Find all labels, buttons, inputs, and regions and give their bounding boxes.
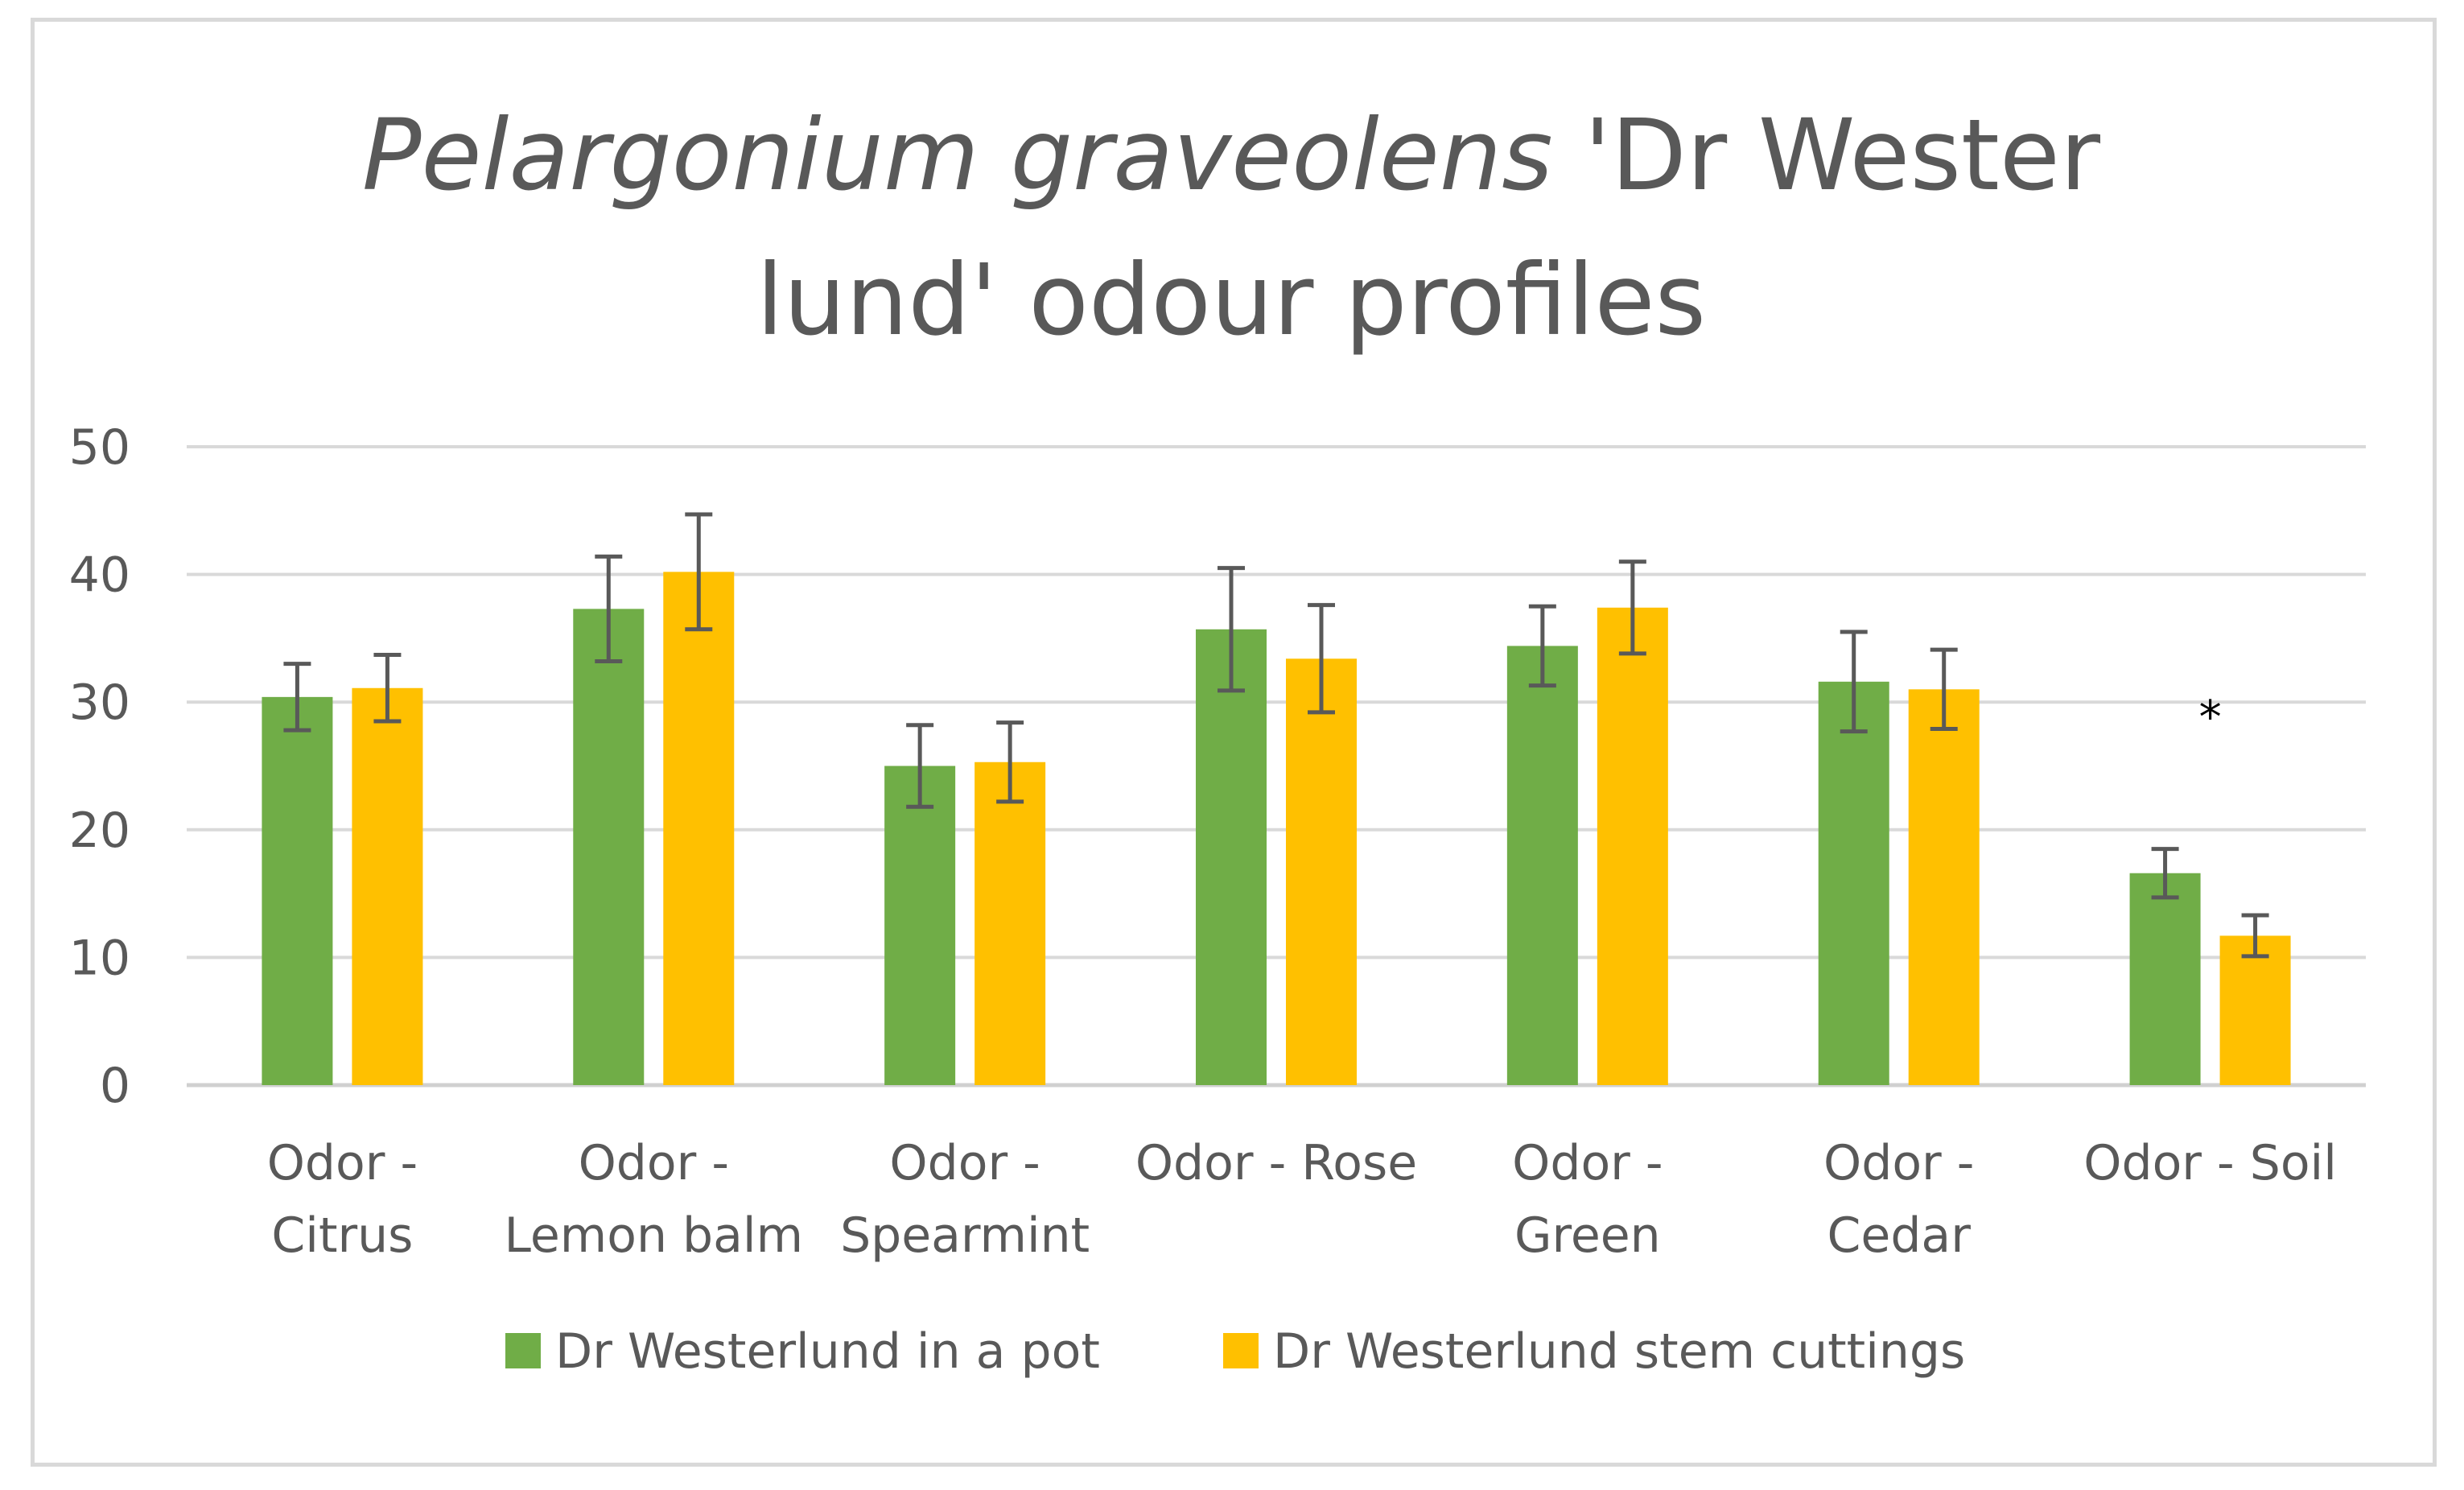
chart-title-space bbox=[1553, 98, 1584, 213]
legend-item: Dr Westerlund in a pot bbox=[505, 1323, 1100, 1380]
legend: Dr Westerlund in a pot Dr Westerlund stem… bbox=[505, 1323, 1965, 1380]
bar bbox=[1196, 629, 1267, 1085]
bar bbox=[352, 687, 423, 1085]
x-category-label: Lemon balm bbox=[505, 1207, 804, 1264]
annotations: * bbox=[2199, 691, 2222, 744]
y-axis-tick-labels: 0 10 20 30 40 50 bbox=[69, 419, 130, 1114]
error-bar bbox=[685, 512, 713, 632]
bar bbox=[974, 762, 1046, 1085]
bar bbox=[663, 572, 735, 1085]
x-category-label: Citrus bbox=[271, 1207, 413, 1264]
bar bbox=[1908, 689, 1980, 1085]
y-tick-label: 10 bbox=[69, 930, 130, 986]
x-category-label: Odor - bbox=[579, 1135, 729, 1191]
error-bar bbox=[283, 662, 311, 733]
bar bbox=[1818, 681, 1889, 1085]
error-bar bbox=[1930, 647, 1958, 732]
error-bar bbox=[2241, 913, 2269, 959]
bar bbox=[2219, 935, 2291, 1085]
x-category-label: Cedar bbox=[1827, 1207, 1972, 1264]
legend-swatch bbox=[505, 1333, 541, 1368]
x-category-label: Odor - bbox=[267, 1135, 418, 1191]
y-tick-label: 0 bbox=[100, 1058, 130, 1114]
bar bbox=[1286, 658, 1357, 1085]
x-category-label: Spearmint bbox=[840, 1207, 1090, 1264]
chart-title-italic: Pelargonium graveolens bbox=[362, 98, 1553, 213]
chart-title-line2: lund' odour profiles bbox=[756, 243, 1706, 357]
x-category-label: Odor - bbox=[1512, 1135, 1663, 1191]
x-axis-category-labels: Odor - Citrus Odor - Lemon balm Odor - Spearm… bbox=[267, 1135, 2337, 1264]
significance-marker: * bbox=[2199, 691, 2222, 744]
chart-title-rest: 'Dr Wester bbox=[1584, 98, 2101, 213]
x-category-label: Odor - Rose bbox=[1135, 1135, 1417, 1191]
x-category-label: Odor - bbox=[1823, 1135, 1974, 1191]
y-tick-label: 50 bbox=[69, 419, 130, 476]
x-category-label: Odor - Soil bbox=[2083, 1135, 2337, 1191]
y-tick-label: 40 bbox=[69, 547, 130, 604]
bar bbox=[2129, 873, 2201, 1085]
bar bbox=[573, 609, 645, 1085]
bar bbox=[1597, 607, 1668, 1085]
error-bars bbox=[283, 512, 2269, 959]
error-bar bbox=[373, 653, 402, 724]
error-bar bbox=[1308, 603, 1335, 715]
bar bbox=[884, 766, 956, 1085]
legend-label: Dr Westerlund stem cuttings bbox=[1273, 1323, 1965, 1380]
error-bar bbox=[1218, 566, 1245, 693]
error-bar bbox=[2151, 847, 2179, 900]
error-bar bbox=[996, 720, 1024, 804]
x-category-label: Green bbox=[1514, 1207, 1661, 1264]
x-category-label: Odor - bbox=[889, 1135, 1040, 1191]
error-bar bbox=[595, 554, 623, 663]
error-bar bbox=[1618, 559, 1646, 656]
y-tick-label: 20 bbox=[69, 803, 130, 859]
chart-title: Pelargonium graveolens 'Dr Wester bbox=[362, 98, 2101, 213]
legend-label: Dr Westerlund in a pot bbox=[555, 1323, 1100, 1380]
error-bar bbox=[1528, 604, 1556, 688]
gridlines bbox=[187, 445, 2366, 1088]
error-bar bbox=[906, 723, 934, 809]
legend-swatch bbox=[1223, 1333, 1259, 1368]
bar bbox=[1506, 646, 1578, 1085]
error-bar bbox=[1840, 629, 1868, 734]
bar bbox=[262, 696, 333, 1085]
legend-item: Dr Westerlund stem cuttings bbox=[1223, 1323, 1965, 1380]
y-tick-label: 30 bbox=[69, 675, 130, 731]
bars bbox=[262, 572, 2291, 1085]
